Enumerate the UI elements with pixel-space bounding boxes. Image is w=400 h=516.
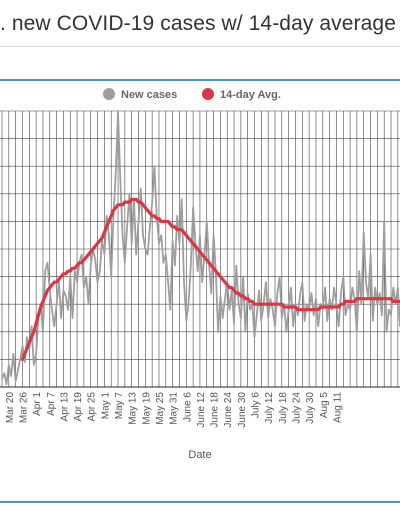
x-tick-label: Apr 1: [32, 392, 43, 416]
x-tick-label: July 12: [264, 392, 275, 424]
x-tick-label: May 13: [128, 392, 139, 425]
x-axis-ticks: Mar 20 Mar 26 Apr 1 Apr 7 Apr 13 Apr 19 Apr 25…: [5, 392, 344, 428]
legend-label-new-cases: New cases: [121, 89, 177, 101]
x-tick-label: June 6: [182, 392, 193, 422]
x-tick-label: May 31: [169, 392, 180, 425]
series-line-14-day-avg: [20, 197, 400, 361]
x-tick-label: July 18: [278, 392, 289, 424]
x-tick-label: May 25: [155, 392, 166, 425]
series-line-new-cases: [1, 110, 400, 386]
x-tick-label: July 30: [305, 392, 316, 424]
legend: New cases 14-day Avg.: [103, 88, 281, 101]
legend-item-14-day-avg[interactable]: 14-day Avg.: [202, 88, 281, 101]
x-tick-label: Apr 7: [46, 392, 57, 416]
x-tick-label: June 24: [223, 392, 234, 428]
page-title: . new COVID-19 cases w/ 14-day average: [0, 12, 396, 35]
x-tick-label: Mar 26: [18, 392, 29, 424]
x-tick-label: June 18: [210, 392, 221, 428]
x-tick-label: July 6: [251, 392, 262, 419]
x-tick-label: June 12: [196, 392, 207, 428]
x-axis-title: Date: [188, 449, 211, 461]
legend-item-new-cases[interactable]: New cases: [103, 88, 177, 101]
x-tick-label: May 1: [100, 392, 111, 420]
x-tick-label: May 7: [114, 392, 125, 420]
legend-label-14-day-avg: 14-day Avg.: [220, 89, 281, 101]
x-tick-label: June 30: [237, 392, 248, 428]
title-divider: [0, 46, 400, 47]
legend-marker-new-cases: [103, 88, 115, 100]
x-tick-label: July 24: [291, 392, 302, 424]
x-tick-label: Aug 11: [332, 392, 343, 423]
x-tick-label: Mar 20: [5, 392, 16, 424]
x-tick-label: Aug 5: [319, 392, 330, 419]
x-tick-label: Apr 19: [73, 392, 84, 422]
x-tick-label: Apr 25: [87, 392, 98, 422]
x-tick-label: Apr 13: [59, 392, 70, 422]
legend-marker-14-day-avg: [202, 88, 214, 100]
x-tick-label: May 19: [141, 392, 152, 425]
grid-lines: [0, 110, 400, 388]
plot-series: [1, 110, 400, 386]
